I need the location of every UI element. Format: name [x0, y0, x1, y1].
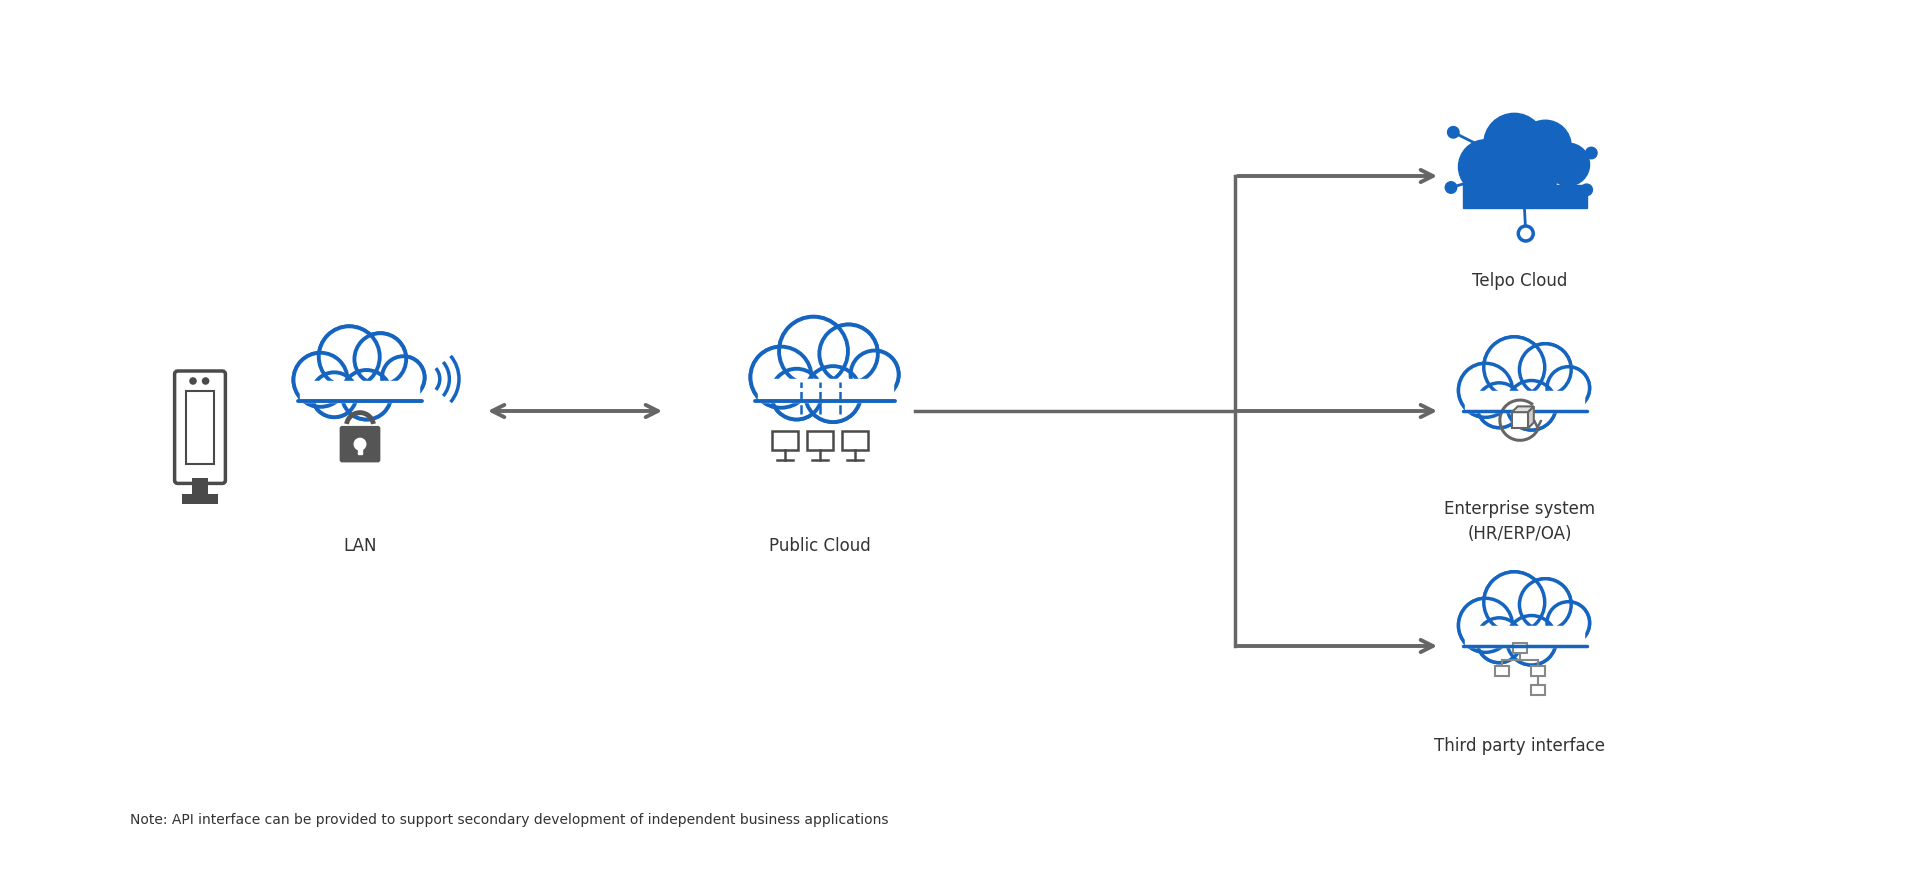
Circle shape: [313, 374, 355, 417]
Circle shape: [1446, 183, 1457, 194]
Bar: [1463, 407, 1586, 432]
Bar: [300, 382, 419, 402]
Circle shape: [1448, 128, 1459, 139]
Circle shape: [321, 328, 378, 387]
Circle shape: [1459, 364, 1513, 418]
Circle shape: [355, 335, 405, 385]
Circle shape: [1484, 573, 1544, 632]
Circle shape: [780, 317, 849, 386]
Circle shape: [1548, 368, 1590, 409]
Bar: [192, 478, 209, 498]
Text: Note: API interface can be provided to support secondary development of independ: Note: API interface can be provided to s…: [131, 812, 889, 826]
Bar: [1494, 666, 1509, 677]
Circle shape: [202, 378, 209, 385]
Bar: [806, 431, 833, 450]
Circle shape: [851, 351, 899, 400]
Circle shape: [1478, 618, 1521, 662]
Circle shape: [382, 357, 424, 399]
Circle shape: [772, 369, 822, 420]
Circle shape: [780, 318, 847, 385]
Bar: [843, 431, 868, 450]
Text: Enterprise system
(HR/ERP/OA): Enterprise system (HR/ERP/OA): [1444, 500, 1596, 542]
Bar: [772, 431, 799, 450]
Bar: [298, 396, 422, 422]
Circle shape: [382, 357, 424, 400]
Bar: [357, 444, 363, 455]
Circle shape: [1484, 338, 1544, 398]
Circle shape: [1586, 148, 1597, 159]
Bar: [1511, 413, 1528, 429]
Circle shape: [1459, 599, 1513, 653]
Circle shape: [1519, 121, 1571, 173]
Circle shape: [342, 370, 392, 420]
Text: Public Cloud: Public Cloud: [770, 536, 872, 555]
Bar: [1532, 685, 1546, 696]
Circle shape: [1484, 572, 1546, 633]
Circle shape: [1484, 114, 1546, 175]
Bar: [1465, 392, 1584, 413]
Circle shape: [1521, 346, 1571, 395]
Circle shape: [1548, 368, 1590, 410]
FancyBboxPatch shape: [175, 371, 225, 484]
Circle shape: [1507, 381, 1557, 431]
Bar: [755, 396, 895, 424]
Text: LAN: LAN: [344, 536, 376, 555]
FancyBboxPatch shape: [340, 426, 380, 462]
Circle shape: [1507, 616, 1557, 665]
Circle shape: [751, 348, 810, 408]
Circle shape: [294, 354, 348, 408]
Circle shape: [1548, 602, 1590, 644]
Circle shape: [1476, 618, 1523, 663]
Polygon shape: [1528, 407, 1534, 429]
Circle shape: [1548, 144, 1590, 187]
Circle shape: [1548, 602, 1590, 644]
Circle shape: [804, 367, 860, 423]
Circle shape: [1459, 365, 1511, 417]
Circle shape: [851, 352, 899, 399]
Bar: [758, 379, 893, 402]
Circle shape: [1507, 158, 1557, 207]
Text: Third party interface: Third party interface: [1434, 736, 1605, 754]
Circle shape: [1459, 141, 1513, 195]
Circle shape: [820, 325, 877, 384]
Circle shape: [772, 370, 822, 419]
Circle shape: [190, 378, 196, 385]
Circle shape: [1580, 185, 1592, 197]
Bar: [1465, 626, 1584, 648]
Circle shape: [1515, 159, 1530, 175]
Circle shape: [1459, 600, 1511, 652]
Bar: [186, 392, 213, 464]
Circle shape: [355, 334, 407, 385]
Bar: [1463, 186, 1586, 209]
Circle shape: [1476, 384, 1523, 428]
Polygon shape: [1511, 407, 1534, 413]
Text: Telpo Cloud: Telpo Cloud: [1473, 272, 1569, 290]
Circle shape: [353, 439, 367, 450]
Bar: [1463, 641, 1586, 667]
Bar: [1532, 666, 1546, 677]
Circle shape: [1519, 227, 1534, 242]
Circle shape: [294, 354, 348, 407]
Circle shape: [1507, 382, 1555, 430]
Circle shape: [1484, 338, 1546, 399]
Circle shape: [806, 368, 860, 422]
Circle shape: [1507, 617, 1555, 664]
Circle shape: [319, 327, 380, 388]
Circle shape: [751, 347, 812, 408]
Circle shape: [1521, 579, 1571, 630]
Circle shape: [342, 371, 390, 419]
Bar: [182, 495, 219, 505]
Circle shape: [1519, 345, 1571, 396]
Circle shape: [311, 373, 357, 417]
Circle shape: [1476, 160, 1523, 205]
Bar: [1513, 643, 1526, 654]
Circle shape: [1519, 579, 1571, 631]
Circle shape: [1478, 384, 1521, 428]
Circle shape: [820, 326, 877, 383]
